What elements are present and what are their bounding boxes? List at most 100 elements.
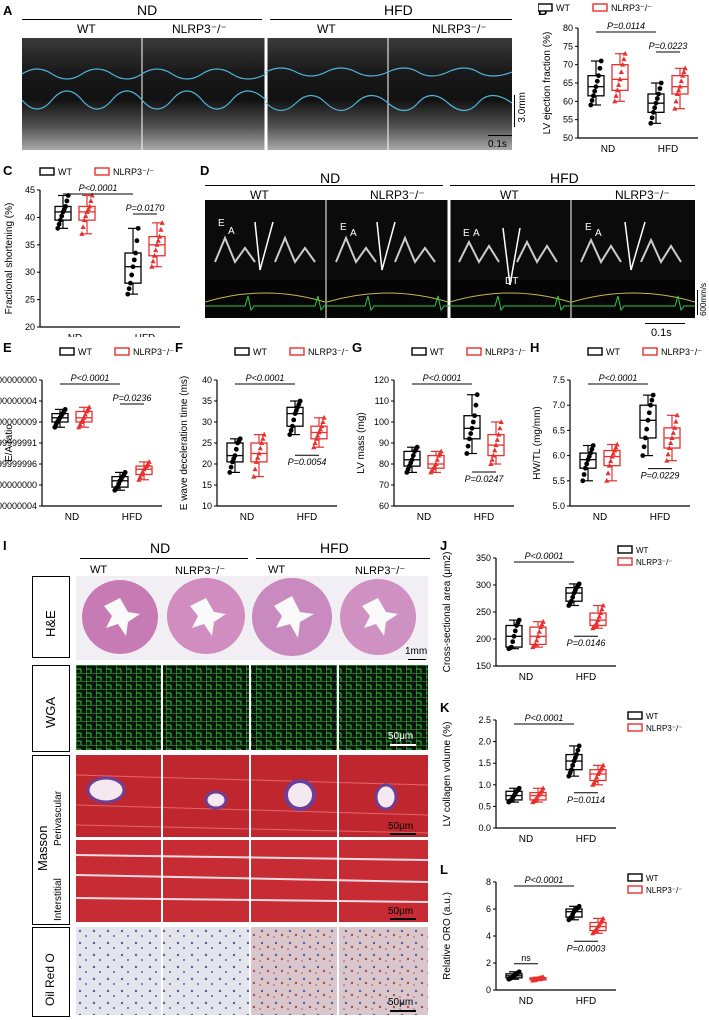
legend-swatch <box>411 347 427 356</box>
data-point <box>131 257 137 263</box>
row-label-box: H&E <box>32 576 70 658</box>
p-value-label: P<0.0001 <box>525 551 564 561</box>
p-value-label: P<0.0001 <box>71 373 110 383</box>
data-point <box>616 82 622 87</box>
scale-bar <box>390 744 416 746</box>
y-tick-label: 6.5 <box>552 425 565 435</box>
data-point <box>315 432 321 438</box>
scale-label-50um: 50μm <box>388 731 414 742</box>
y-tick-label: 1.39999999999999991 <box>0 438 37 448</box>
data-point <box>682 65 688 71</box>
chart-lv-collagen-volume: 0.0 0.5 1.0 1.5 2.0 2.5 LV collagen volume (%)… <box>442 711 682 845</box>
data-point <box>673 98 679 104</box>
data-point <box>613 93 619 98</box>
data-point <box>233 446 239 452</box>
y-tick-label: 0 <box>486 985 491 995</box>
y-tick-label: 1.80000000000000004 <box>0 396 37 406</box>
legend-swatch <box>617 557 633 566</box>
data-point <box>516 617 522 623</box>
y-tick-label: 2 <box>486 958 491 968</box>
data-point <box>580 478 586 484</box>
data-point <box>665 451 671 457</box>
legend-swatch <box>587 347 603 356</box>
wave-a-label: A <box>473 228 480 239</box>
data-point <box>613 444 619 450</box>
data-point <box>79 231 85 236</box>
p-value-label: P=0.0223 <box>649 41 688 51</box>
data-point <box>150 258 156 264</box>
data-point <box>511 633 517 639</box>
data-point <box>596 73 601 79</box>
data-point <box>535 633 541 639</box>
hfd-line <box>270 19 512 20</box>
data-point <box>540 974 546 980</box>
legend-swatch <box>627 723 643 732</box>
y-tick-label: 1.60000000000000009 <box>0 417 37 427</box>
panel-letter-j: J <box>440 538 448 553</box>
data-point <box>651 109 656 115</box>
y-tick-label: 70 <box>379 480 389 490</box>
wave-e-label: E <box>463 228 470 239</box>
data-point <box>137 474 143 480</box>
wt-label: WT <box>317 22 336 36</box>
panel-letter-d: D <box>200 163 210 178</box>
data-point <box>538 624 544 630</box>
data-point <box>464 451 470 456</box>
chart-cross-sectional-area: 150 200 250 300 350 Cross-sectional area (μm2… <box>442 545 672 683</box>
p-value-label: P<0.0001 <box>525 875 564 885</box>
data-point <box>643 435 648 441</box>
data-point <box>576 903 582 909</box>
panel-letter-i: I <box>3 538 7 553</box>
data-point <box>261 431 267 437</box>
row-label-interstitial: Interstitial <box>53 878 64 921</box>
p-value-label: P=0.0054 <box>288 457 327 467</box>
data-point <box>81 415 87 420</box>
data-point <box>311 444 317 450</box>
data-point <box>320 419 326 424</box>
panel-letter-c: C <box>3 163 13 178</box>
data-point <box>467 436 472 442</box>
data-point <box>510 639 516 645</box>
p-value-label: P=0.0170 <box>126 203 165 213</box>
y-tick-label: 2.00000000000000000 <box>0 375 37 385</box>
group-nd-label: ND <box>137 2 158 18</box>
data-point <box>496 431 502 437</box>
p-value-label: P<0.0001 <box>246 373 285 383</box>
data-point <box>644 426 650 432</box>
data-point <box>681 69 687 74</box>
y-tick-label: 6 <box>486 904 491 914</box>
y-tick-label: 30 <box>202 417 212 427</box>
wt-label: WT <box>250 188 269 202</box>
data-point <box>540 785 546 791</box>
data-point <box>438 448 444 454</box>
scale-label-01s: 0.1s <box>488 139 507 150</box>
y-tick-label: 20 <box>202 459 212 469</box>
y-tick-label: 120 <box>374 375 389 385</box>
x-tick-label: ND <box>601 144 615 155</box>
scale-label-50um: 50μm <box>388 821 414 832</box>
data-point <box>597 65 603 71</box>
y-axis-label: Relative ORO (a.u.) <box>442 892 453 980</box>
scale-label-1mm: 1mm <box>405 646 428 657</box>
y-tick-label: 30 <box>25 267 35 277</box>
data-point <box>617 76 623 82</box>
y-tick-label: 10 <box>202 501 212 511</box>
data-point <box>126 286 132 292</box>
data-point <box>591 93 596 99</box>
data-point <box>646 410 652 416</box>
data-point <box>678 78 684 84</box>
x-tick-label: ND <box>519 996 533 1007</box>
data-point <box>129 272 135 278</box>
data-point <box>88 198 94 203</box>
data-point <box>622 50 628 56</box>
group-nd-label: ND <box>320 170 341 186</box>
data-point <box>670 430 676 435</box>
data-point <box>55 225 61 231</box>
data-point <box>87 203 93 209</box>
legend-swatch <box>39 167 55 176</box>
data-point <box>474 392 480 398</box>
data-point <box>512 628 518 634</box>
data-point <box>595 617 601 623</box>
wt-label: WT <box>268 564 286 576</box>
legend-label: NLRP3⁻/⁻ <box>113 167 154 177</box>
